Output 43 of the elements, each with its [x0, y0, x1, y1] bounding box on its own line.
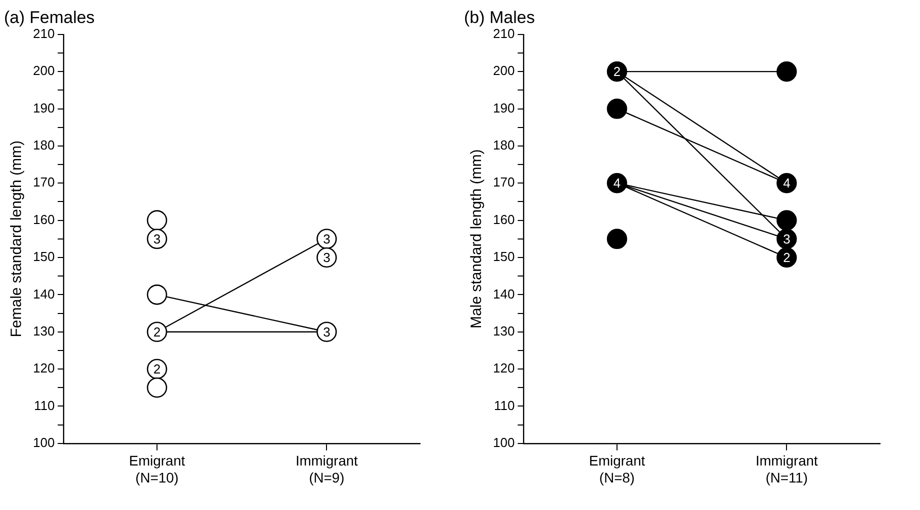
y-tick-label: 100 — [32, 434, 55, 450]
annotation: 4 — [783, 176, 790, 191]
y-tick-label: 210 — [492, 26, 515, 41]
y-axis-title: Male standard length (mm) — [468, 149, 486, 329]
annotation: 3 — [323, 250, 330, 266]
y-tick-label: 190 — [492, 100, 515, 116]
y-tick-label: 110 — [34, 398, 55, 413]
y-tick-label: 170 — [492, 174, 515, 190]
annotation: 2 — [153, 362, 161, 377]
y-tick-label: 140 — [492, 286, 515, 302]
y-tick-label: 200 — [32, 63, 55, 78]
annotation: 2 — [613, 64, 621, 80]
y-tick-label: 210 — [32, 26, 55, 41]
y-tick-label: 100 — [492, 434, 515, 450]
y-tick-label: 180 — [492, 138, 515, 153]
annotation: 2 — [153, 324, 161, 340]
annotation: 3 — [783, 231, 790, 246]
x-tick-label: Immigrant (N=9) — [296, 452, 358, 486]
annotation: 3 — [323, 324, 330, 340]
y-axis-title: Female standard length (mm) — [8, 140, 26, 338]
chart-title: (a) Females — [4, 8, 95, 27]
annotation: 3 — [153, 231, 161, 246]
y-tick-label: 150 — [492, 249, 515, 264]
x-tick-label: Immigrant (N=11) — [756, 452, 818, 486]
y-tick-label: 130 — [32, 323, 55, 338]
x-tick-label: Emigrant (N=8) — [588, 452, 646, 486]
x-tick-label: Emigrant (N=10) — [128, 452, 186, 486]
y-tick-label: 160 — [492, 212, 515, 227]
y-tick-label: 190 — [32, 100, 55, 116]
annotation: 2 — [783, 250, 790, 266]
y-tick-label: 150 — [32, 249, 55, 264]
y-tick-label: 160 — [32, 212, 55, 227]
y-tick-label: 130 — [492, 323, 515, 338]
y-tick-label: 120 — [32, 360, 55, 376]
y-tick-label: 180 — [32, 138, 55, 153]
chart-title: (b) Males — [464, 8, 535, 27]
y-tick-label: 120 — [492, 360, 515, 376]
annotation: 3 — [323, 231, 330, 246]
annotation: 4 — [613, 176, 621, 191]
y-tick-label: 170 — [32, 174, 55, 190]
y-tick-label: 200 — [492, 63, 515, 78]
y-tick-label: 110 — [494, 398, 515, 413]
y-tick-label: 140 — [32, 286, 55, 302]
